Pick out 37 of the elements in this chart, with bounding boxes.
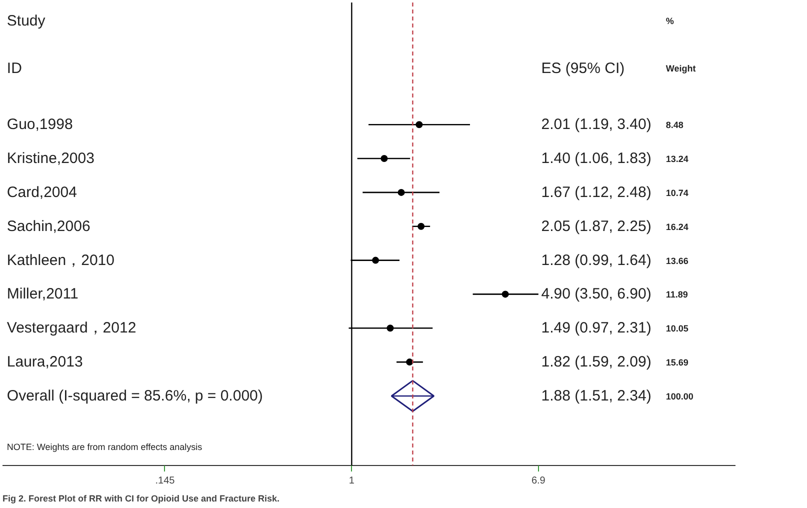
annotation: 1.40 (1.06, 1.83) (541, 150, 652, 168)
annotation: 1.28 (0.99, 1.64) (541, 252, 652, 269)
y-tick-label: Miller,2011 (6, 286, 78, 303)
annotation: 1.82 (1.59, 2.09) (541, 354, 652, 371)
annotation: 11.89 (666, 290, 688, 300)
text: % (666, 16, 674, 26)
annotation: 1.88 (1.51, 2.34) (541, 387, 652, 404)
text: Weight (666, 64, 696, 74)
annotation: 4.90 (3.50, 6.90) (541, 286, 652, 303)
annotation: 2.05 (1.87, 2.25) (541, 218, 652, 235)
text: ID (6, 60, 22, 78)
annotation: 100.00 (666, 391, 694, 402)
annotation: 10.74 (666, 188, 688, 198)
y-tick-label: Laura,2013 (6, 354, 83, 371)
annotation: 13.66 (666, 256, 688, 266)
y-tick-label: Vestergaard，2012 (6, 320, 136, 337)
annotation: 8.48 (666, 120, 684, 130)
y-tick-label: Overall (I-squared = 85.6%, p = 0.000) (6, 387, 263, 404)
annotation: 10.05 (666, 324, 688, 334)
text: NOTE: Weights are from random effects analysis (6, 442, 203, 452)
annotation: 16.24 (666, 222, 688, 232)
y-tick-label: Kathleen，2010 (6, 252, 114, 269)
annotation: 2.01 (1.19, 3.40) (541, 116, 652, 134)
annotation: 15.69 (666, 358, 688, 368)
annotation: 1.49 (0.97, 2.31) (541, 320, 652, 337)
annotation: 1.67 (1.12, 2.48) (541, 184, 652, 201)
y-tick-label: Guo,1998 (6, 116, 73, 134)
caption: Fig 2. Forest Plot of RR with CI for Opioid Use and Fracture Risk. (2, 494, 280, 504)
y-tick-label: Card,2004 (6, 184, 77, 201)
annotation: 13.24 (666, 154, 688, 164)
y-tick-label: Sachin,2006 (6, 218, 90, 235)
y-tick-label: Kristine,2003 (6, 150, 94, 168)
x-tick-label: 6.9 (531, 476, 546, 486)
text: ES (95% CI) (541, 60, 625, 78)
x-tick-label: .145 (155, 476, 176, 486)
x-tick-label: 1 (348, 476, 355, 486)
text: Study (6, 12, 46, 30)
